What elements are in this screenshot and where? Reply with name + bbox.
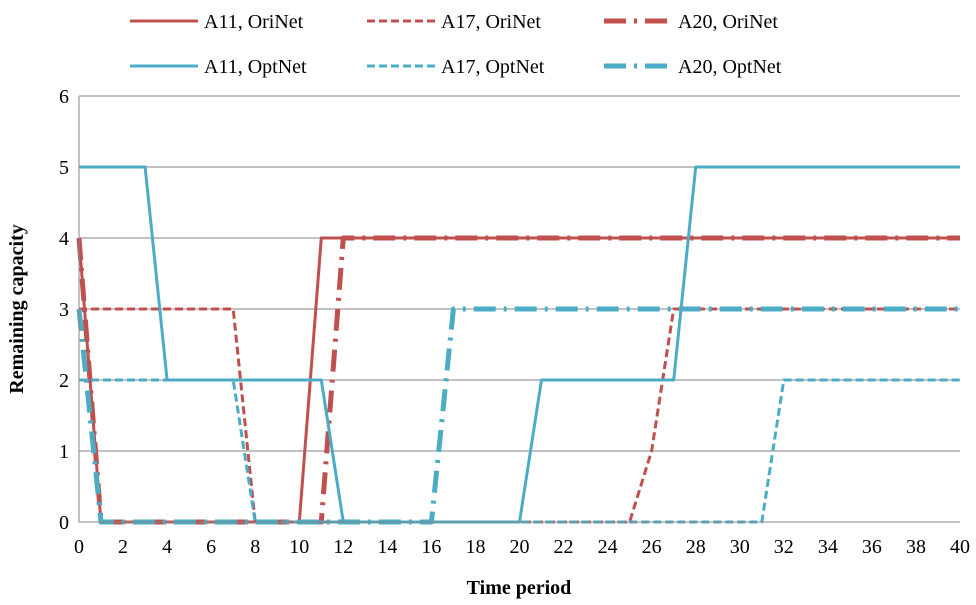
y-axis-title: Remaining capacity (6, 224, 28, 393)
x-tick-label: 4 (162, 536, 172, 558)
legend-label-2: A17, OriNet (441, 11, 541, 33)
x-tick-label: 36 (862, 536, 882, 558)
x-tick-label: 10 (289, 536, 309, 558)
x-tick-label: 38 (906, 536, 926, 558)
legend-label-6: A20, OptNet (678, 56, 782, 78)
x-tick-label: 12 (333, 536, 353, 558)
x-tick-label: 16 (421, 536, 441, 558)
x-tick-label: 20 (510, 536, 530, 558)
x-tick-label: 24 (598, 536, 618, 558)
x-tick-label: 22 (554, 536, 574, 558)
series-line-6 (76, 306, 960, 525)
x-tick-label: 26 (642, 536, 662, 558)
legend-label-4: A11, OptNet (204, 56, 307, 78)
x-tick-label: 2 (118, 536, 128, 558)
legend-label-1: A11, OriNet (204, 11, 304, 33)
x-tick-label: 40 (950, 536, 970, 558)
x-tick-label: 8 (250, 536, 260, 558)
axes (78, 96, 960, 523)
y-tick-label: 5 (59, 157, 69, 179)
y-tick-label: 0 (59, 512, 69, 534)
legend: A11, OriNet A17, OriNet A20, OriNet A11, Op… (130, 11, 782, 78)
series-line-4 (79, 165, 960, 524)
x-tick-label: 34 (818, 536, 838, 558)
x-tick-label: 18 (465, 536, 485, 558)
series-line-2 (79, 307, 960, 524)
legend-label-5: A17, OptNet (441, 56, 545, 78)
x-tick-label: 14 (377, 536, 397, 558)
y-tick-label: 2 (59, 370, 69, 392)
x-tick-label: 30 (730, 536, 750, 558)
x-axis-title: Time period (467, 577, 572, 599)
gridlines (79, 95, 960, 452)
series-line-5 (79, 378, 960, 524)
y-tick-label: 6 (59, 86, 69, 108)
x-tick-label: 0 (74, 536, 84, 558)
series-lines (76, 165, 960, 525)
x-tick-label: 32 (774, 536, 794, 558)
y-tick-label: 3 (59, 299, 69, 321)
y-tick-label: 4 (59, 228, 69, 250)
y-tick-label: 1 (59, 441, 69, 463)
x-tick-label: 6 (206, 536, 216, 558)
legend-label-3: A20, OriNet (678, 11, 778, 33)
x-tick-label: 28 (686, 536, 706, 558)
